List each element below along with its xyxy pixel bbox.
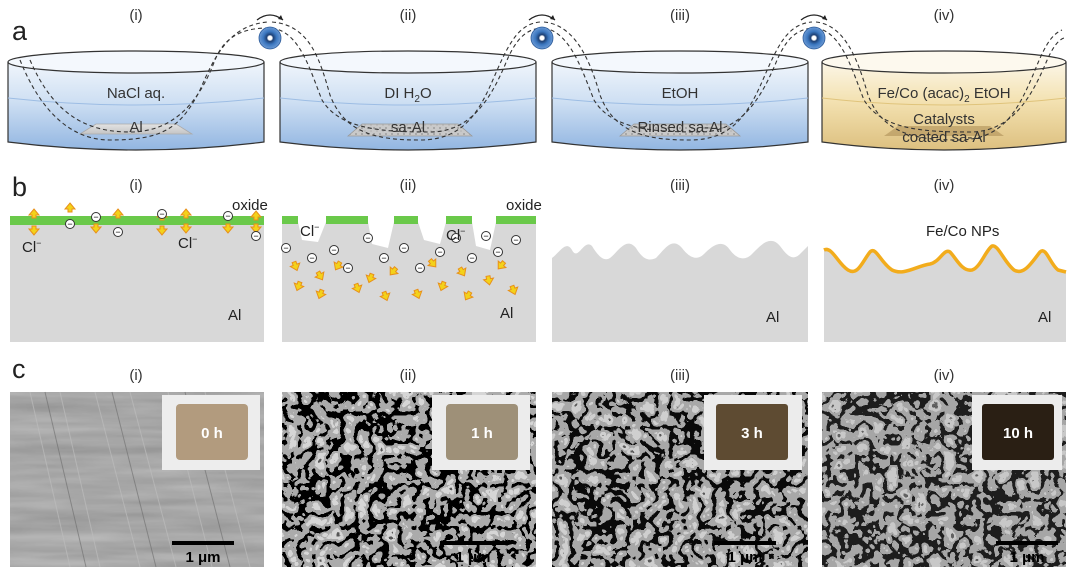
time-label-iv: 10 h xyxy=(1003,425,1033,442)
scale-bar-ii: 1 μm xyxy=(442,541,504,566)
solution-label-iii: EtOH xyxy=(662,85,699,102)
cross-section-iii: Al xyxy=(552,240,808,342)
step-a-iv-label: (iv) xyxy=(934,7,955,24)
svg-text:−: − xyxy=(225,211,230,221)
step-b-i-label: (i) xyxy=(129,177,142,194)
step-b-iv-label: (iv) xyxy=(934,177,955,194)
nanoparticles-label: Fe/Co NPs xyxy=(926,223,999,240)
beaker-i xyxy=(7,50,265,151)
panel-label-a: a xyxy=(12,16,28,46)
sem-image-iii xyxy=(552,392,808,567)
svg-text:1 μm: 1 μm xyxy=(455,549,490,566)
transfer-eye-1 xyxy=(256,14,284,50)
svg-text:−: − xyxy=(417,263,422,273)
svg-text:−: − xyxy=(309,253,314,263)
chloride-label-ii-1: Cl− xyxy=(300,222,319,240)
chloride-ions-i: − − − − − − xyxy=(65,209,261,241)
svg-text:−: − xyxy=(381,253,386,263)
transfer-paths xyxy=(19,21,1065,141)
solution-label-ii: DI H2O xyxy=(384,85,431,105)
step-c-iii-label: (iii) xyxy=(670,367,690,384)
svg-text:−: − xyxy=(365,233,370,243)
step-a-i-label: (i) xyxy=(129,7,142,24)
svg-text:1 μm: 1 μm xyxy=(727,549,762,566)
step-a-iii-label: (iii) xyxy=(670,7,690,24)
svg-text:−: − xyxy=(401,243,406,253)
metal-label-i: Al xyxy=(228,307,241,324)
step-b-ii-label: (ii) xyxy=(400,177,417,194)
svg-text:−: − xyxy=(437,247,442,257)
svg-text:−: − xyxy=(513,235,518,245)
beaker-iii xyxy=(551,50,809,151)
step-c-iv-label: (iv) xyxy=(934,367,955,384)
chloride-ions-ii: − − − − − − − − − − − − − − xyxy=(281,231,521,273)
svg-text:−: − xyxy=(453,233,458,243)
panel-label-b: b xyxy=(12,172,27,202)
chloride-label-i-1: Cl− xyxy=(22,238,41,256)
solution-label-iv: Fe/Co (acac)2 EtOH xyxy=(877,85,1010,105)
svg-text:−: − xyxy=(93,212,98,222)
substrate-label-ii: sa-Al xyxy=(391,119,425,136)
svg-text:−: − xyxy=(345,263,350,273)
solution-label-i: NaCl aq. xyxy=(107,85,165,102)
cross-section-ii: − − − − − − − − − − − − − − oxide Cl− Cl… xyxy=(281,197,542,342)
metal-label-ii: Al xyxy=(500,305,513,322)
chloride-label-ii-2: Cl− xyxy=(446,226,465,244)
step-c-i-label: (i) xyxy=(129,367,142,384)
svg-text:1 μm: 1 μm xyxy=(185,549,220,566)
scale-bar-i: 1 μm xyxy=(172,541,234,566)
cross-section-iv: Fe/Co NPs Al xyxy=(823,223,1067,342)
transfer-eye-2 xyxy=(528,14,556,50)
chloride-label-i-2: Cl− xyxy=(178,234,197,252)
photo-inset-iv: 10 h xyxy=(972,395,1062,470)
panel-label-c: c xyxy=(12,354,26,384)
svg-text:−: − xyxy=(495,247,500,257)
transfer-eye-3 xyxy=(800,14,828,50)
svg-text:−: − xyxy=(115,227,120,237)
svg-text:−: − xyxy=(253,231,258,241)
svg-text:1 μm: 1 μm xyxy=(1009,549,1044,566)
photo-inset-iii: 3 h xyxy=(704,395,802,470)
photo-inset-ii: 1 h xyxy=(432,395,530,470)
substrate-label-iii: Rinsed sa-Al xyxy=(637,119,722,136)
time-label-iii: 3 h xyxy=(741,425,763,442)
beaker-iv xyxy=(821,50,1067,151)
substrate-label-iv-2: coated sa-Al xyxy=(902,129,985,146)
step-b-iii-label: (iii) xyxy=(670,177,690,194)
beaker-ii xyxy=(279,50,537,151)
time-label-i: 0 h xyxy=(201,425,223,442)
cross-section-i: − − − − − − oxide Cl− Cl− Al xyxy=(10,197,268,342)
scale-bar-iii: 1 μm xyxy=(714,541,776,566)
svg-text:−: − xyxy=(469,253,474,263)
svg-text:−: − xyxy=(159,209,164,219)
step-a-ii-label: (ii) xyxy=(400,7,417,24)
svg-text:−: − xyxy=(331,245,336,255)
svg-text:−: − xyxy=(483,231,488,241)
svg-text:−: − xyxy=(67,219,72,229)
time-label-ii: 1 h xyxy=(471,425,493,442)
substrate-label-i: Al xyxy=(129,119,142,136)
scale-bar-iv: 1 μm xyxy=(996,541,1058,566)
nanoparticle-coating xyxy=(823,244,1067,274)
metal-label-iii: Al xyxy=(766,309,779,326)
photo-inset-i: 0 h xyxy=(162,395,260,470)
oxide-label-i: oxide xyxy=(232,197,268,214)
step-c-ii-label: (ii) xyxy=(400,367,417,384)
oxide-label-ii: oxide xyxy=(506,197,542,214)
svg-text:−: − xyxy=(283,243,288,253)
metal-label-iv: Al xyxy=(1038,309,1051,326)
substrate-label-iv-1: Catalysts xyxy=(913,111,975,128)
